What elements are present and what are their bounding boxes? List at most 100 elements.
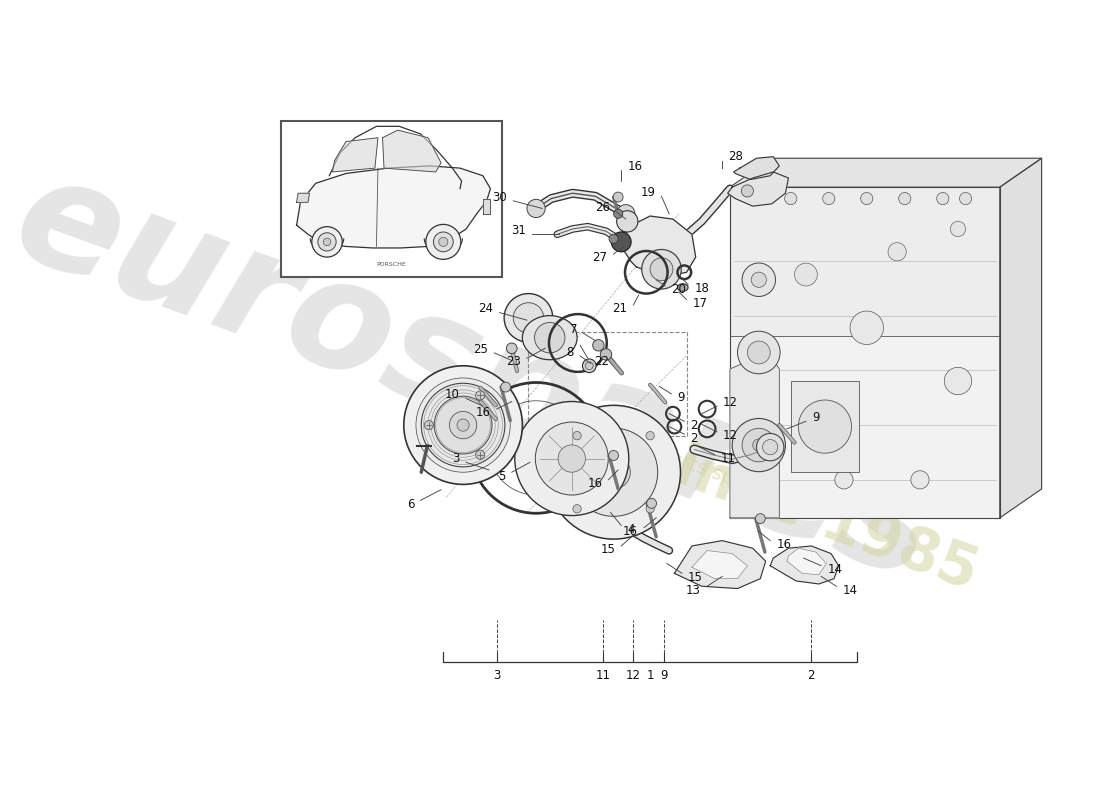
Circle shape bbox=[439, 238, 448, 246]
Circle shape bbox=[323, 238, 331, 246]
Text: 30: 30 bbox=[493, 190, 507, 203]
Circle shape bbox=[547, 406, 681, 539]
Circle shape bbox=[613, 192, 623, 202]
Circle shape bbox=[475, 450, 485, 459]
Circle shape bbox=[573, 431, 581, 440]
Polygon shape bbox=[730, 353, 779, 518]
Polygon shape bbox=[692, 550, 747, 578]
Circle shape bbox=[570, 428, 658, 516]
Circle shape bbox=[752, 439, 764, 451]
Polygon shape bbox=[730, 158, 1042, 187]
Circle shape bbox=[860, 193, 872, 205]
Circle shape bbox=[597, 455, 630, 489]
Text: 4: 4 bbox=[627, 522, 635, 536]
Text: 28: 28 bbox=[728, 150, 744, 163]
Circle shape bbox=[757, 434, 784, 461]
Circle shape bbox=[647, 498, 657, 508]
Text: 9: 9 bbox=[812, 411, 820, 424]
Text: a porsche parts specialist: a porsche parts specialist bbox=[560, 409, 801, 513]
Text: 3: 3 bbox=[453, 452, 460, 465]
Text: 16: 16 bbox=[777, 538, 791, 551]
Circle shape bbox=[612, 232, 631, 252]
Polygon shape bbox=[734, 157, 779, 179]
Circle shape bbox=[425, 421, 433, 430]
Polygon shape bbox=[297, 166, 491, 248]
Circle shape bbox=[617, 205, 635, 223]
Circle shape bbox=[515, 402, 629, 515]
Circle shape bbox=[799, 400, 851, 454]
Circle shape bbox=[747, 193, 759, 205]
Circle shape bbox=[504, 294, 553, 342]
Text: 11: 11 bbox=[595, 670, 610, 682]
Bar bbox=[528, 331, 686, 437]
Ellipse shape bbox=[522, 316, 578, 360]
Circle shape bbox=[835, 470, 854, 489]
Circle shape bbox=[527, 199, 546, 218]
Circle shape bbox=[421, 383, 505, 467]
Text: 11: 11 bbox=[720, 452, 736, 465]
Text: 8: 8 bbox=[566, 346, 574, 358]
Text: 2: 2 bbox=[807, 670, 815, 682]
Circle shape bbox=[650, 258, 673, 281]
Text: 13: 13 bbox=[686, 583, 701, 597]
Circle shape bbox=[433, 232, 453, 252]
Text: 21: 21 bbox=[613, 302, 627, 315]
Text: 26: 26 bbox=[595, 201, 609, 214]
Text: 23: 23 bbox=[506, 355, 521, 369]
Text: 14: 14 bbox=[827, 563, 843, 576]
Polygon shape bbox=[1000, 158, 1042, 518]
Bar bbox=[791, 381, 859, 472]
Circle shape bbox=[911, 470, 930, 489]
Circle shape bbox=[311, 226, 342, 257]
Circle shape bbox=[733, 418, 785, 472]
Circle shape bbox=[514, 302, 543, 333]
Circle shape bbox=[609, 234, 618, 243]
Circle shape bbox=[506, 343, 517, 354]
Circle shape bbox=[558, 445, 585, 472]
Circle shape bbox=[617, 210, 638, 232]
Circle shape bbox=[641, 250, 681, 289]
Circle shape bbox=[741, 185, 754, 197]
Text: 27: 27 bbox=[593, 251, 607, 264]
Circle shape bbox=[500, 382, 510, 392]
Circle shape bbox=[899, 193, 911, 205]
Text: 3: 3 bbox=[493, 670, 500, 682]
Circle shape bbox=[614, 209, 623, 218]
Polygon shape bbox=[483, 198, 491, 214]
Text: 12: 12 bbox=[723, 396, 738, 409]
Text: 5: 5 bbox=[498, 470, 506, 482]
Circle shape bbox=[582, 359, 596, 373]
Text: 7: 7 bbox=[570, 323, 578, 336]
Circle shape bbox=[762, 439, 778, 454]
Text: 14: 14 bbox=[843, 583, 857, 597]
Text: PORSCHE: PORSCHE bbox=[376, 262, 407, 267]
Text: 15: 15 bbox=[689, 570, 703, 584]
Circle shape bbox=[959, 193, 971, 205]
Circle shape bbox=[950, 222, 966, 237]
Circle shape bbox=[742, 428, 775, 462]
Text: 18: 18 bbox=[694, 282, 710, 294]
Text: 2: 2 bbox=[691, 418, 697, 431]
Circle shape bbox=[601, 349, 612, 360]
Circle shape bbox=[937, 193, 949, 205]
Circle shape bbox=[475, 391, 485, 400]
Circle shape bbox=[535, 322, 565, 353]
Text: 17: 17 bbox=[693, 297, 707, 310]
Circle shape bbox=[608, 450, 618, 461]
Text: 24: 24 bbox=[478, 302, 494, 315]
Circle shape bbox=[573, 505, 581, 513]
Circle shape bbox=[426, 224, 461, 259]
Circle shape bbox=[747, 341, 770, 364]
Polygon shape bbox=[297, 194, 309, 202]
Text: 9: 9 bbox=[660, 670, 668, 682]
Circle shape bbox=[450, 411, 476, 438]
Circle shape bbox=[756, 514, 766, 523]
Text: 16: 16 bbox=[627, 160, 642, 173]
Polygon shape bbox=[674, 541, 766, 589]
Text: 22: 22 bbox=[594, 355, 608, 369]
Circle shape bbox=[434, 396, 492, 454]
Circle shape bbox=[751, 272, 767, 287]
Text: eurospares: eurospares bbox=[0, 142, 955, 612]
Text: 20: 20 bbox=[671, 283, 686, 296]
Text: 16: 16 bbox=[475, 406, 491, 419]
